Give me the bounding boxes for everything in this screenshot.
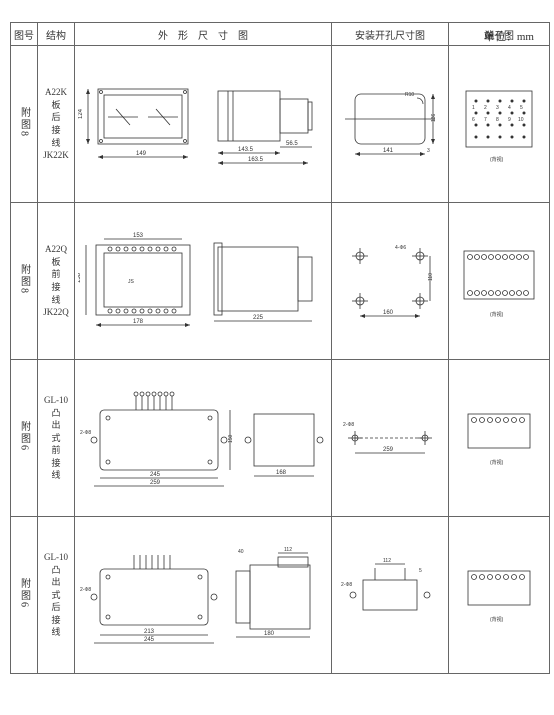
svg-text:10: 10 (518, 117, 524, 123)
dim-drawing: 149 124 143.5 163.5 56.5 (78, 69, 328, 179)
svg-text:3: 3 (427, 148, 430, 154)
mount-drawing: 112 2-Φ8 5 (335, 550, 445, 640)
fig-cell: 附图8 (11, 46, 38, 203)
svg-text:(背视): (背视) (490, 311, 504, 318)
mount-drawing: R10 136 141 3 (335, 74, 445, 174)
svg-text:(背视): (背视) (490, 459, 504, 466)
svg-text:136: 136 (431, 113, 437, 122)
svg-text:3: 3 (496, 105, 499, 111)
term-drawing: (背视) (454, 398, 544, 478)
hdr-dims: 外 形 尺 寸 图 (75, 23, 332, 46)
svg-text:2: 2 (484, 105, 487, 111)
table-row: 附图8 A22K板后接线JK22K 149 124 (11, 46, 550, 203)
dims-cell: 245 259 150 2-Φ8 168 (75, 360, 332, 517)
svg-text:4-Φ6: 4-Φ6 (395, 245, 406, 251)
svg-text:178: 178 (133, 319, 144, 325)
svg-text:225: 225 (253, 315, 264, 321)
dim-drawing: 245 259 150 2-Φ8 168 (78, 378, 328, 498)
svg-text:56.5: 56.5 (286, 141, 298, 147)
header-row: 图号 结构 外 形 尺 寸 图 安装开孔尺寸图 端子图 (11, 23, 550, 46)
mount-cell: 112 2-Φ8 5 (332, 517, 449, 674)
dims-cell: JS 153 178 158 225 (75, 203, 332, 360)
unit-label: 单位：mm (484, 28, 534, 44)
svg-text:124: 124 (78, 108, 84, 119)
svg-text:150: 150 (228, 434, 234, 443)
svg-text:110: 110 (428, 273, 434, 281)
svg-text:4: 4 (508, 105, 511, 111)
svg-text:2-Φ8: 2-Φ8 (80, 587, 91, 593)
svg-text:112: 112 (284, 547, 292, 553)
table-row: 附图6 GL-10凸出式后接线 213 245 2-Φ8 40 (11, 517, 550, 674)
spec-table: 图号 结构 外 形 尺 寸 图 安装开孔尺寸图 端子图 附图8 A22K板后接线… (10, 22, 550, 674)
svg-text:149: 149 (136, 151, 147, 157)
svg-text:7: 7 (484, 117, 487, 123)
hdr-mount: 安装开孔尺寸图 (332, 23, 449, 46)
svg-text:245: 245 (144, 637, 155, 643)
dim-drawing: 213 245 2-Φ8 40 180 112 (78, 535, 328, 655)
svg-text:JS: JS (128, 279, 135, 285)
struct-cell: A22Q板前接线JK22Q (38, 203, 75, 360)
svg-text:141: 141 (383, 148, 394, 154)
term-drawing: 1 2 3 4 5 6 7 8 9 10 (背视) (454, 79, 544, 169)
svg-text:5: 5 (419, 568, 422, 574)
svg-text:163.5: 163.5 (248, 157, 264, 163)
svg-text:40: 40 (238, 549, 244, 555)
table-row: 附图8 A22Q板前接线JK22Q JS 153 178 158 (11, 203, 550, 360)
svg-text:158: 158 (78, 272, 82, 283)
svg-text:112: 112 (383, 558, 391, 564)
svg-text:168: 168 (276, 470, 287, 476)
struct-cell: GL-10凸出式后接线 (38, 517, 75, 674)
dims-cell: 149 124 143.5 163.5 56.5 (75, 46, 332, 203)
dim-drawing: JS 153 178 158 225 (78, 221, 328, 341)
svg-text:245: 245 (150, 472, 161, 478)
mount-cell: 4-Φ6 110 160 (332, 203, 449, 360)
svg-text:(背视): (背视) (490, 156, 504, 163)
svg-text:153: 153 (133, 233, 144, 239)
struct-cell: A22K板后接线JK22K (38, 46, 75, 203)
svg-text:2-Φ8: 2-Φ8 (341, 582, 352, 588)
term-cell: (背视) (449, 203, 550, 360)
svg-text:180: 180 (264, 631, 275, 637)
dims-cell: 213 245 2-Φ8 40 180 112 (75, 517, 332, 674)
table-row: 附图6 GL-10凸出式前接线 245 259 150 2-Φ8 (11, 360, 550, 517)
term-drawing: (背视) (454, 236, 544, 326)
svg-text:6: 6 (472, 117, 475, 123)
term-cell: 1 2 3 4 5 6 7 8 9 10 (背视) (449, 46, 550, 203)
svg-text:8: 8 (496, 117, 499, 123)
term-drawing: (背视) (454, 555, 544, 635)
mount-cell: 2-Φ8 259 (332, 360, 449, 517)
mount-cell: R10 136 141 3 (332, 46, 449, 203)
svg-text:1: 1 (472, 105, 475, 111)
svg-text:2-Φ8: 2-Φ8 (80, 430, 91, 436)
svg-text:259: 259 (150, 480, 161, 486)
svg-text:160: 160 (383, 310, 394, 316)
svg-text:143.5: 143.5 (238, 147, 254, 153)
mount-drawing: 2-Φ8 259 (335, 398, 445, 478)
svg-text:5: 5 (520, 105, 523, 111)
svg-text:259: 259 (383, 447, 394, 453)
svg-text:9: 9 (508, 117, 511, 123)
hdr-struct: 结构 (38, 23, 75, 46)
struct-stack: A22K板后接线JK22K (38, 86, 74, 162)
svg-text:2-Φ8: 2-Φ8 (343, 422, 354, 428)
fig-cell: 附图6 (11, 360, 38, 517)
struct-cell: GL-10凸出式前接线 (38, 360, 75, 517)
svg-text:R10: R10 (405, 92, 414, 98)
fig-cell: 附图6 (11, 517, 38, 674)
fig-cell: 附图8 (11, 203, 38, 360)
svg-text:(背视): (背视) (490, 616, 504, 623)
svg-text:213: 213 (144, 629, 155, 635)
mount-drawing: 4-Φ6 110 160 (335, 231, 445, 331)
hdr-fig: 图号 (11, 23, 38, 46)
term-cell: (背视) (449, 360, 550, 517)
term-cell: (背视) (449, 517, 550, 674)
